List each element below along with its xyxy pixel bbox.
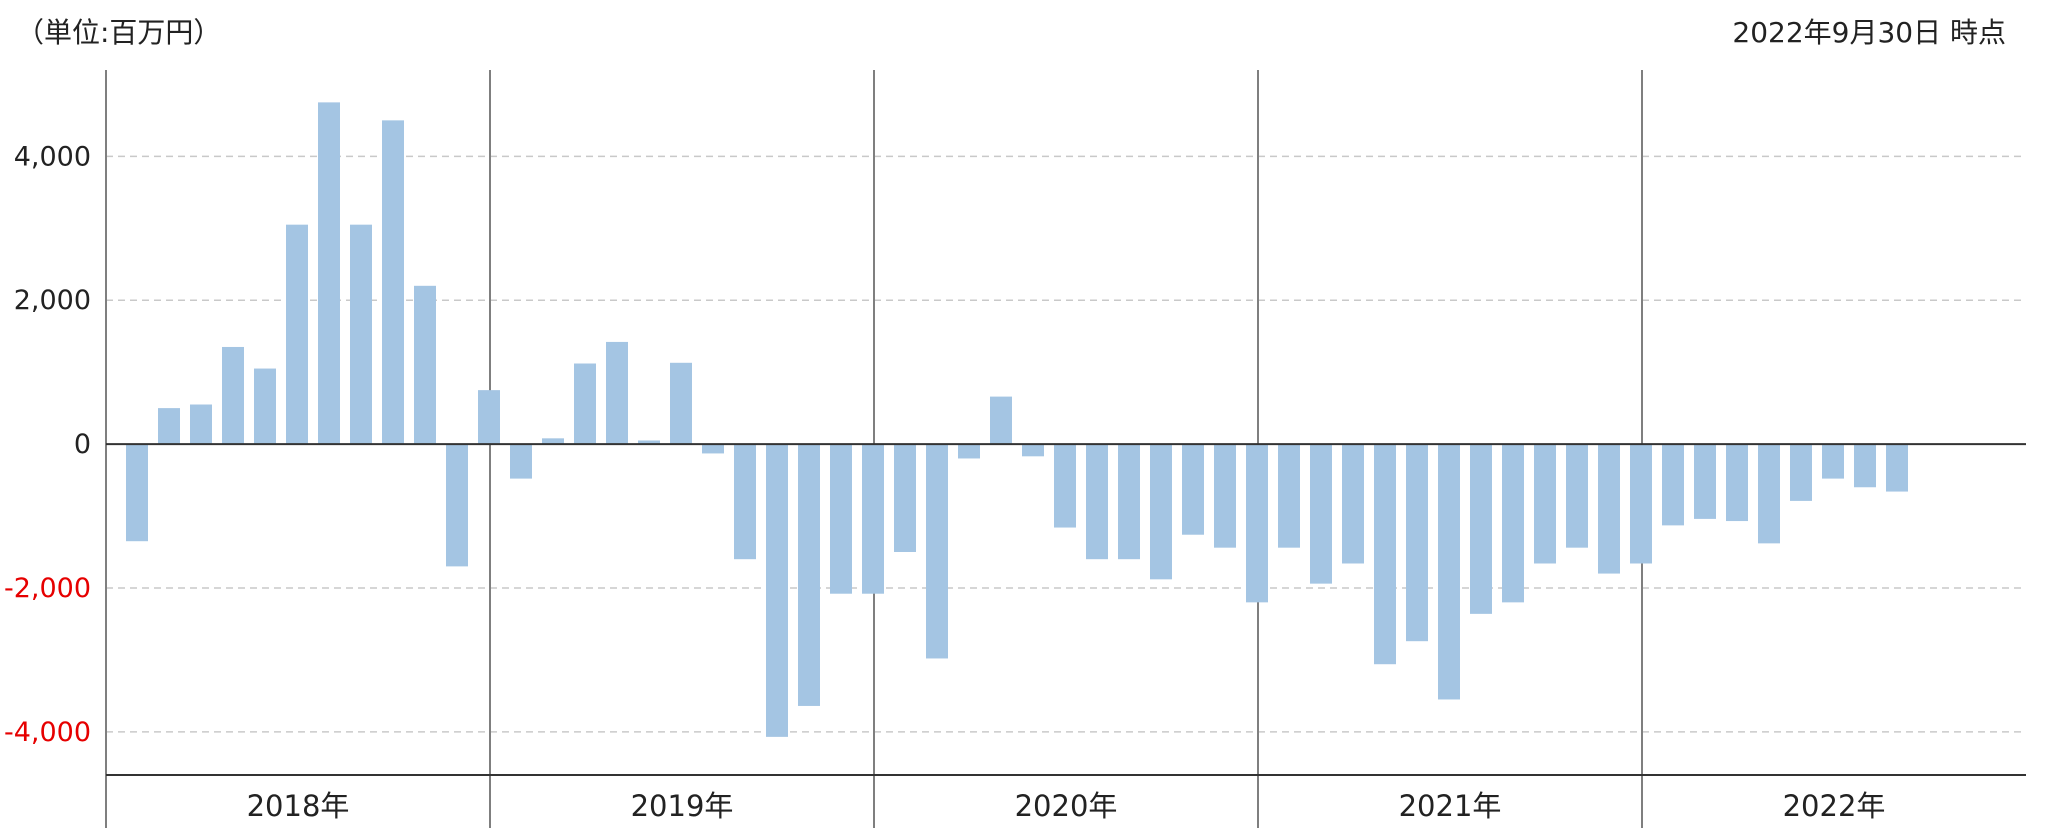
bar <box>1822 444 1844 479</box>
bar <box>414 285 436 445</box>
bar <box>1374 444 1396 665</box>
bar <box>446 444 468 567</box>
x-group-label: 2019年 <box>631 789 734 823</box>
bar <box>510 444 532 479</box>
bar <box>1342 444 1364 564</box>
y-tick-label: 2,000 <box>14 285 91 316</box>
bar <box>1310 444 1332 584</box>
bar <box>1790 444 1812 501</box>
x-group-label: 2022年 <box>1783 789 1886 823</box>
bar <box>158 408 180 445</box>
bar <box>126 444 148 542</box>
bar <box>1662 444 1684 526</box>
bar <box>702 444 724 454</box>
as-of-label: 2022年9月30日 時点 <box>1732 16 2006 49</box>
bar <box>894 444 916 552</box>
labels: 4,000 2,000 0 -2,000 -4,000 2018年 2019年 2020年 20… <box>4 141 1885 823</box>
bar <box>382 120 404 445</box>
bar <box>190 404 212 445</box>
bar <box>638 440 660 445</box>
bar <box>1758 444 1780 544</box>
bar <box>606 341 628 445</box>
bar <box>1438 444 1460 700</box>
bar <box>1630 444 1652 564</box>
axes <box>105 70 2026 828</box>
bar <box>350 224 372 445</box>
bar <box>1406 444 1428 642</box>
x-group-label: 2018年 <box>247 789 350 823</box>
bar <box>1214 444 1236 548</box>
bar <box>1278 444 1300 548</box>
bar <box>862 444 884 594</box>
bar <box>1150 444 1172 580</box>
bar <box>830 444 852 594</box>
bar <box>670 362 692 445</box>
bar <box>798 444 820 706</box>
bar <box>542 438 564 445</box>
y-tick-label: 0 <box>74 429 91 460</box>
x-group-label: 2020年 <box>1015 789 1118 823</box>
y-tick-label: 4,000 <box>14 141 91 172</box>
bar <box>1566 444 1588 548</box>
bar <box>222 346 244 445</box>
bar <box>254 368 276 445</box>
bar <box>734 444 756 560</box>
bar <box>1598 444 1620 574</box>
unit-label: （単位:百万円） <box>16 16 221 49</box>
bar <box>478 390 500 445</box>
gridlines <box>106 155 2026 733</box>
bar <box>1086 444 1108 560</box>
bar <box>926 444 948 659</box>
bar <box>574 363 596 445</box>
bar <box>990 396 1012 445</box>
bar <box>1022 444 1044 457</box>
bar <box>1182 444 1204 535</box>
bar <box>1502 444 1524 603</box>
bar <box>1726 444 1748 522</box>
x-group-label: 2021年 <box>1399 789 1502 823</box>
bar <box>1054 444 1076 528</box>
y-tick-label: -2,000 <box>4 573 91 604</box>
bar <box>958 444 980 459</box>
bar <box>1534 444 1556 564</box>
bar <box>766 444 788 737</box>
bar <box>286 224 308 445</box>
bar <box>1118 444 1140 560</box>
bar <box>1886 444 1908 492</box>
bar <box>1470 444 1492 614</box>
bars <box>126 102 1908 737</box>
bar <box>1694 444 1716 519</box>
bar <box>1854 444 1876 488</box>
bar <box>318 102 340 445</box>
y-tick-label: -4,000 <box>4 717 91 748</box>
bar <box>1246 444 1268 603</box>
